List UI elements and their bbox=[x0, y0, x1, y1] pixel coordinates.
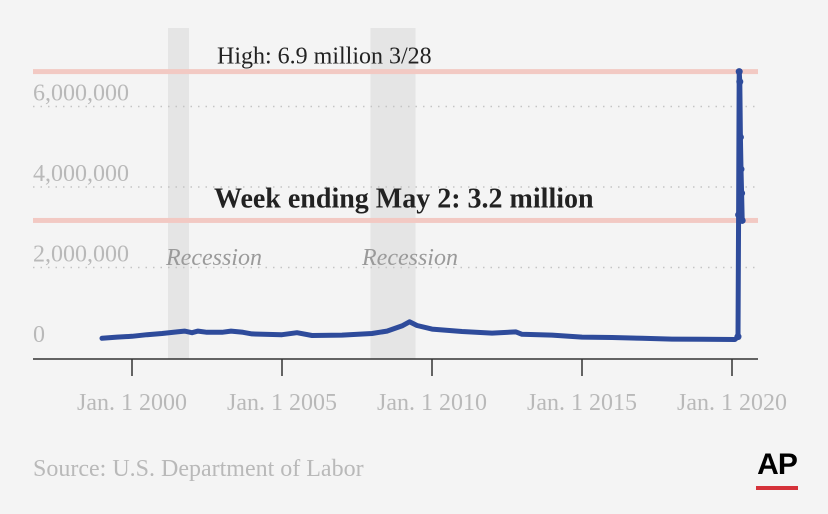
source-note: Source: U.S. Department of Labor bbox=[33, 456, 364, 482]
x-tick-label: Jan. 1 2005 bbox=[227, 390, 337, 416]
high-reference-line bbox=[33, 69, 758, 75]
chart-labels: Recession Recession 0 2,000,000 4,000,000 6,0… bbox=[33, 44, 787, 416]
reference-lines bbox=[33, 69, 758, 223]
recession-band bbox=[168, 28, 189, 359]
x-tick-label: Jan. 1 2015 bbox=[527, 390, 637, 416]
jobless-claims-chart: Recession Recession 0 2,000,000 4,000,000 6,0… bbox=[33, 28, 787, 416]
ap-logo: AP bbox=[756, 446, 798, 490]
data-point bbox=[735, 211, 743, 219]
data-point bbox=[738, 216, 746, 224]
recession-label: Recession bbox=[165, 245, 262, 271]
data-point bbox=[736, 78, 744, 86]
data-point bbox=[735, 68, 743, 76]
latest-reference-line bbox=[33, 217, 758, 223]
data-point bbox=[736, 133, 744, 141]
recession-band bbox=[370, 28, 416, 359]
x-tick-label: Jan. 1 2010 bbox=[377, 390, 487, 416]
recession-label: Recession bbox=[361, 245, 458, 271]
data-point bbox=[738, 189, 746, 197]
y-tick-label: 0 bbox=[33, 322, 45, 348]
ap-logo-text: AP bbox=[757, 448, 798, 481]
y-tick-label: 2,000,000 bbox=[33, 242, 129, 268]
x-tick-label: Jan. 1 2000 bbox=[77, 390, 187, 416]
x-tick-label: Jan. 1 2020 bbox=[677, 390, 787, 416]
recession-bands bbox=[168, 28, 416, 359]
y-tick-label: 6,000,000 bbox=[33, 81, 129, 107]
y-tick-label: 4,000,000 bbox=[33, 161, 129, 187]
data-series bbox=[99, 68, 746, 342]
axes bbox=[33, 358, 758, 376]
data-point bbox=[734, 333, 742, 341]
latest-annotation: Week ending May 2: 3.2 million bbox=[214, 183, 594, 214]
data-point bbox=[737, 165, 745, 173]
ap-logo-bar bbox=[756, 486, 798, 490]
high-annotation: High: 6.9 million 3/28 bbox=[217, 44, 432, 70]
gridlines bbox=[33, 105, 758, 269]
